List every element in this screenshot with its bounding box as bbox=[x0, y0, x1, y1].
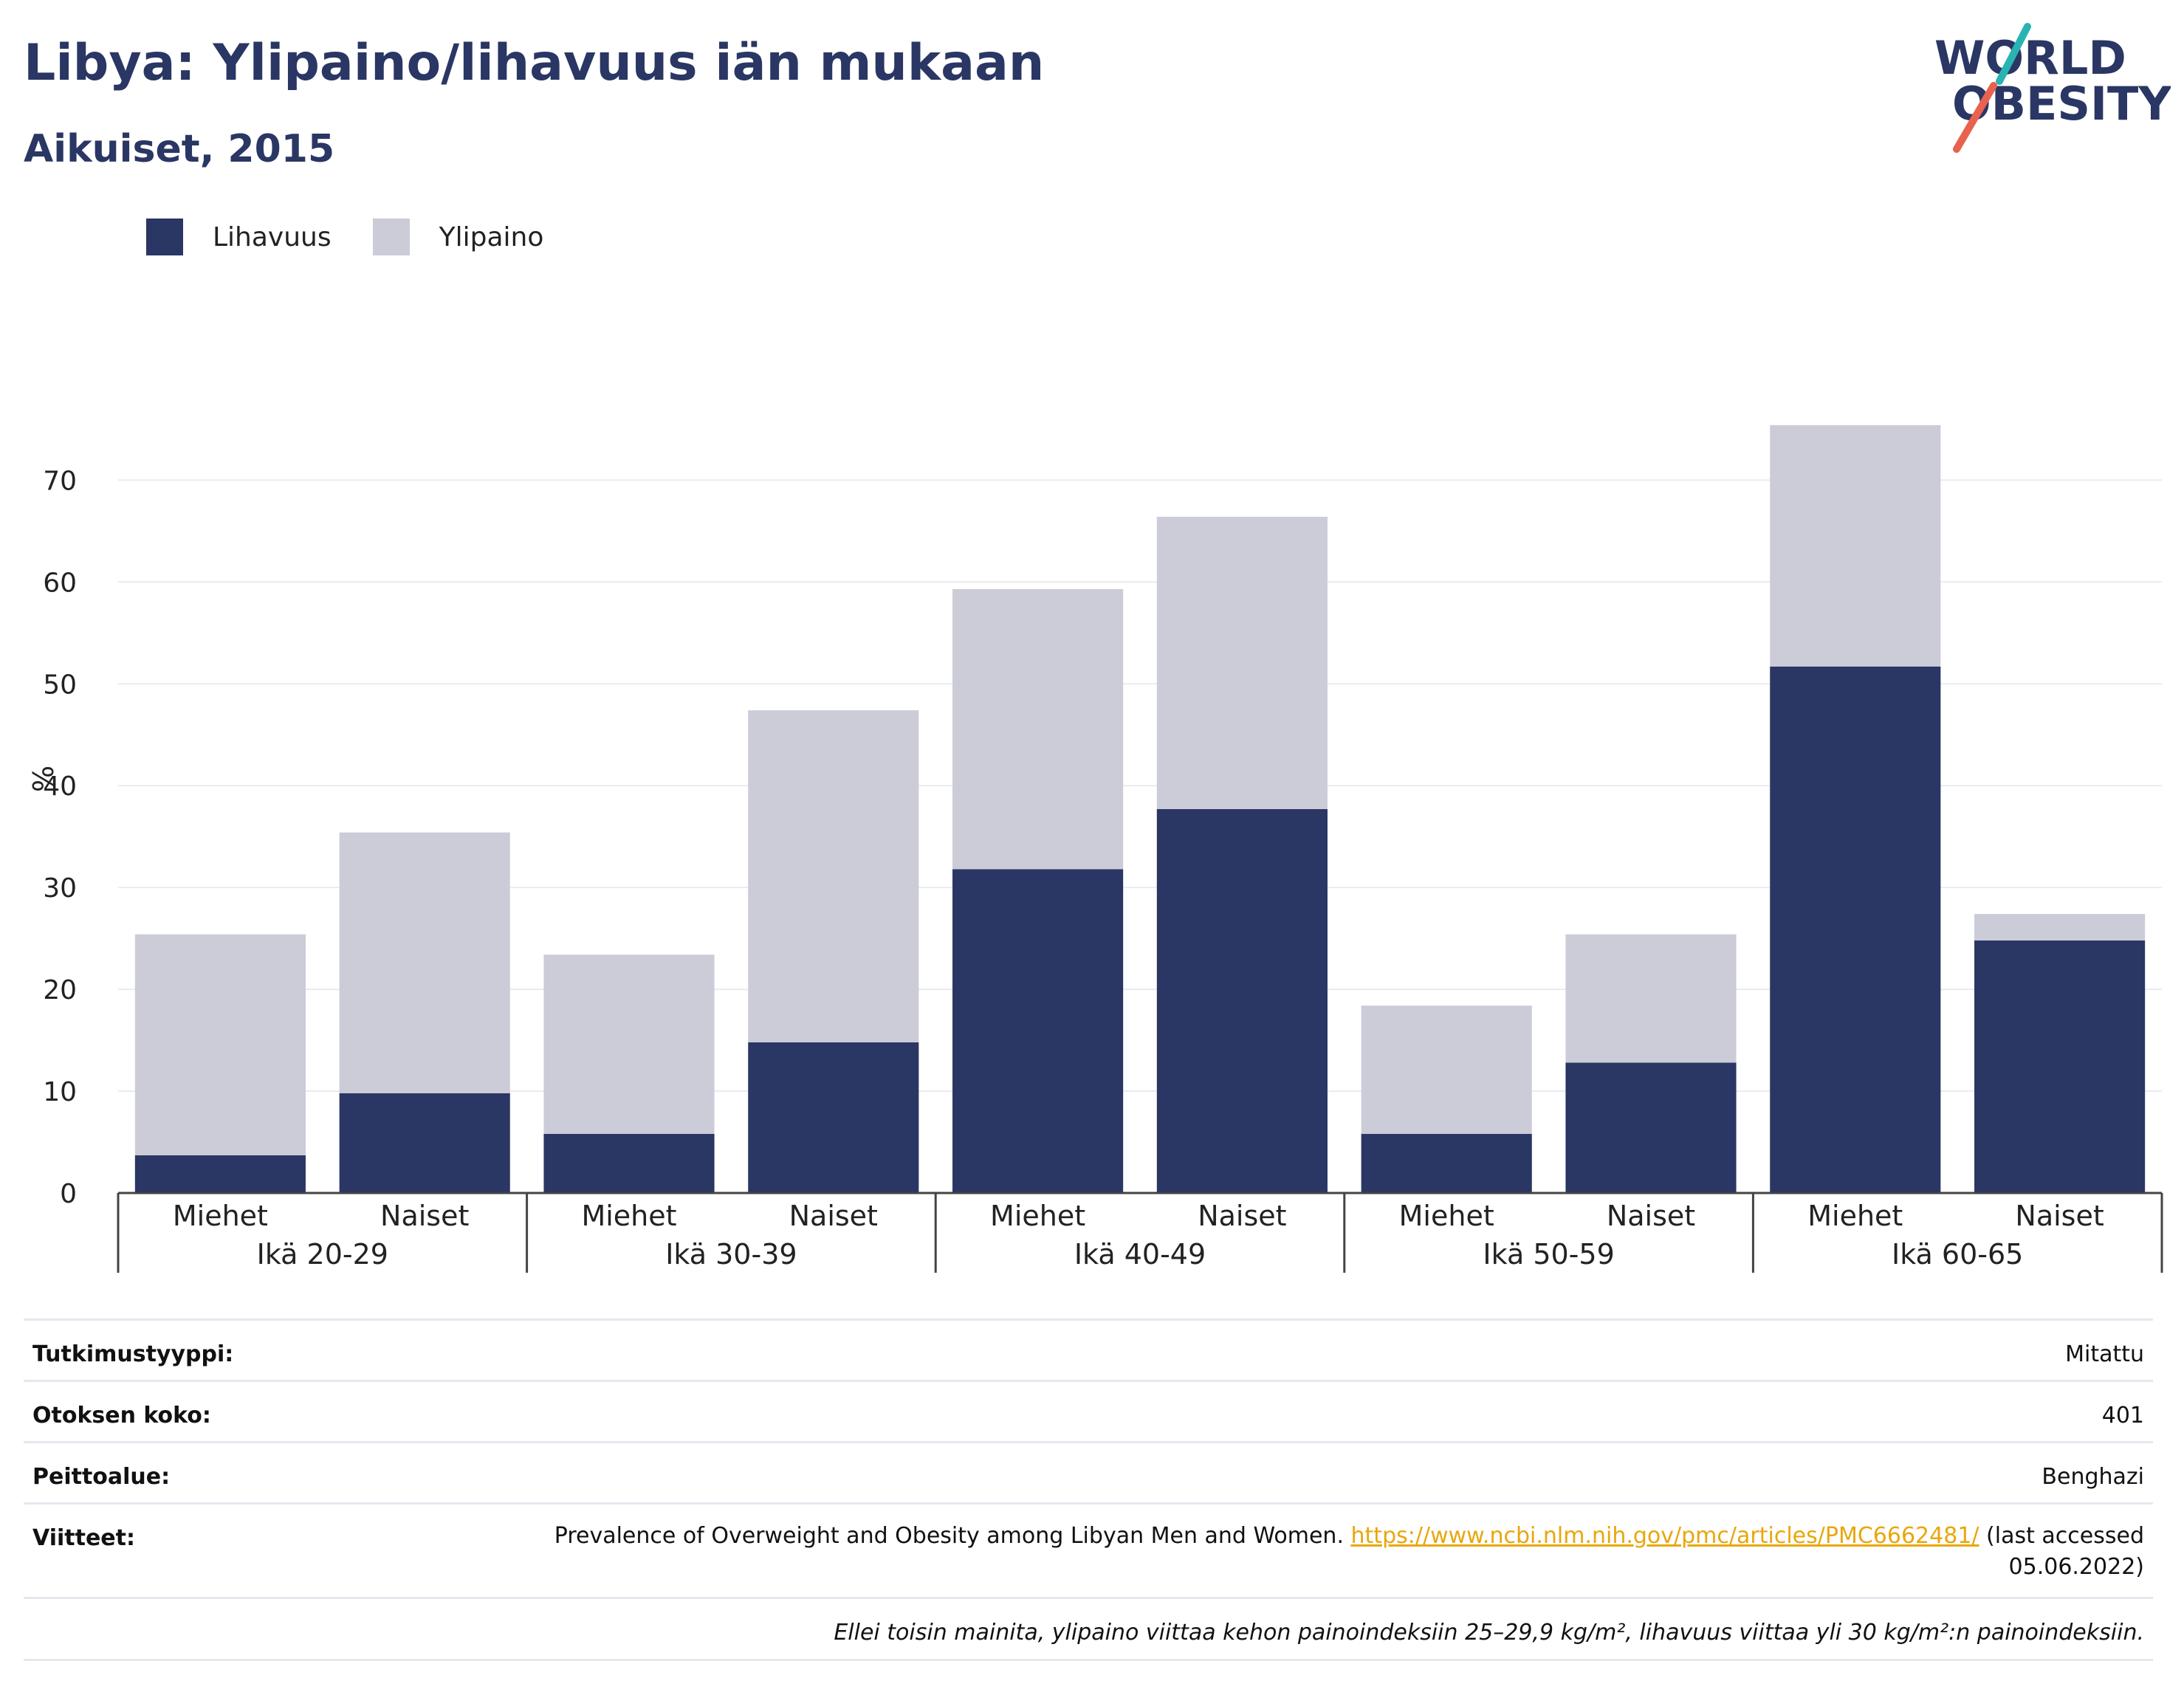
definition-note: Ellei toisin mainita, ylipaino viittaa k… bbox=[834, 1620, 2144, 1646]
bar-obesity bbox=[1361, 1133, 1532, 1193]
study-type-value: Mitattu bbox=[2065, 1341, 2144, 1367]
meta-row-coverage: Peittoalue: Benghazi bbox=[24, 1441, 2153, 1502]
logo-red-slash bbox=[1953, 82, 1997, 153]
bar-overweight bbox=[952, 588, 1124, 870]
legend-label-overweight: Ylipaino bbox=[439, 221, 544, 252]
logo-teal-slash bbox=[1996, 23, 2031, 85]
bar-obesity bbox=[1156, 808, 1328, 1193]
bar-chart: 0 10 20 30 40 50 60 70% Miehet Naiset Miehet Naiset… bbox=[27, 424, 2163, 1273]
legend-item-overweight: Ylipaino bbox=[372, 219, 544, 255]
logo-line2: OBESITY bbox=[1952, 77, 2171, 131]
y-tick-label: 30 bbox=[43, 873, 77, 904]
y-tick-label: 50 bbox=[43, 670, 77, 700]
y-tick-label: 70 bbox=[43, 466, 77, 496]
chart-legend: Lihavuus Ylipaino bbox=[146, 219, 585, 255]
bar-overweight bbox=[1156, 517, 1328, 809]
bar-overweight bbox=[748, 710, 919, 1042]
x-category-label: Miehet bbox=[990, 1200, 1085, 1232]
bar-obesity bbox=[952, 869, 1124, 1193]
study-type-label: Tutkimustyyppi: bbox=[32, 1341, 234, 1367]
references-value: Prevalence of Overweight and Obesity amo… bbox=[446, 1521, 2144, 1583]
x-category-label: Naiset bbox=[789, 1200, 878, 1232]
y-tick-label: 10 bbox=[43, 1077, 77, 1107]
x-group-label: Ikä 30-39 bbox=[665, 1238, 797, 1271]
legend-item-obesity: Lihavuus bbox=[146, 219, 332, 255]
bar-obesity bbox=[1974, 940, 2146, 1193]
reference-title: Prevalence of Overweight and Obesity amo… bbox=[554, 1523, 1344, 1549]
world-obesity-logo: WORLD OBESITY bbox=[1934, 23, 2171, 153]
page-title: Libya: Ylipaino/lihavuus iän mukaan bbox=[24, 34, 1045, 92]
reference-access-date: (last accessed 05.06.2022) bbox=[1986, 1523, 2144, 1580]
bar-overweight bbox=[1565, 934, 1737, 1063]
legend-swatch-obesity bbox=[146, 219, 183, 255]
bar-overweight bbox=[1770, 424, 1941, 667]
meta-row-sample-size: Otoksen koko: 401 bbox=[24, 1380, 2153, 1441]
y-tick-label: 20 bbox=[43, 975, 77, 1005]
references-label: Viitteet: bbox=[32, 1525, 135, 1551]
x-category-label: Naiset bbox=[1607, 1200, 1695, 1232]
x-group-label: Ikä 20-29 bbox=[257, 1238, 388, 1271]
sample-size-value: 401 bbox=[2101, 1403, 2144, 1428]
bar-obesity bbox=[1565, 1062, 1737, 1193]
bar-overweight bbox=[1974, 914, 2146, 941]
sample-size-label: Otoksen koko: bbox=[32, 1403, 211, 1428]
meta-row-study-type: Tutkimustyyppi: Mitattu bbox=[24, 1318, 2153, 1380]
legend-swatch-overweight bbox=[372, 219, 410, 255]
study-metadata-table: Tutkimustyyppi: Mitattu Otoksen koko: 40… bbox=[24, 1318, 2153, 1661]
meta-bottom-rule bbox=[24, 1659, 2153, 1661]
x-group-label: Ikä 40-49 bbox=[1074, 1238, 1206, 1271]
bar-obesity bbox=[134, 1155, 306, 1193]
y-tick-label: 0 bbox=[60, 1179, 77, 1209]
meta-row-references: Viitteet: Prevalence of Overweight and O… bbox=[24, 1502, 2153, 1597]
y-tick-label: 60 bbox=[43, 568, 77, 598]
bar-overweight bbox=[339, 832, 510, 1093]
reference-link[interactable]: https://www.ncbi.nlm.nih.gov/pmc/article… bbox=[1350, 1523, 1979, 1549]
bar-obesity bbox=[748, 1042, 919, 1193]
bar-obesity bbox=[1770, 666, 1941, 1193]
bar-overweight bbox=[1361, 1005, 1532, 1134]
legend-label-obesity: Lihavuus bbox=[213, 221, 332, 252]
coverage-value: Benghazi bbox=[2042, 1464, 2144, 1490]
bar-obesity bbox=[339, 1093, 510, 1193]
y-axis-label: % bbox=[27, 766, 60, 792]
bar-overweight bbox=[543, 955, 715, 1134]
x-category-label: Miehet bbox=[173, 1200, 268, 1232]
meta-row-note: Ellei toisin mainita, ylipaino viittaa k… bbox=[24, 1597, 2153, 1659]
x-category-label: Miehet bbox=[1807, 1200, 1903, 1232]
logo-line1: WORLD bbox=[1934, 31, 2126, 85]
x-category-label: Miehet bbox=[1399, 1200, 1494, 1232]
coverage-label: Peittoalue: bbox=[32, 1464, 171, 1490]
y-tick-label: 40 bbox=[43, 771, 77, 802]
x-category-label: Naiset bbox=[2015, 1200, 2104, 1232]
x-category-label: Miehet bbox=[581, 1200, 676, 1232]
bar-obesity bbox=[543, 1133, 715, 1193]
x-category-label: Naiset bbox=[380, 1200, 469, 1232]
page-subtitle: Aikuiset, 2015 bbox=[24, 127, 335, 171]
x-category-label: Naiset bbox=[1198, 1200, 1286, 1232]
bar-overweight bbox=[134, 934, 306, 1155]
x-group-label: Ikä 50-59 bbox=[1483, 1238, 1614, 1271]
x-group-label: Ikä 60-65 bbox=[1892, 1238, 2023, 1271]
